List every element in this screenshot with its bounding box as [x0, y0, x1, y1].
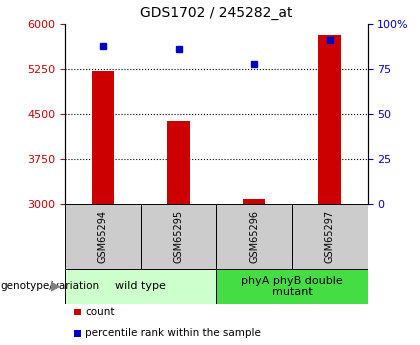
Text: GSM65297: GSM65297 — [325, 210, 335, 263]
Text: percentile rank within the sample: percentile rank within the sample — [85, 328, 261, 338]
Text: GSM65296: GSM65296 — [249, 210, 259, 263]
Text: phyA phyB double
mutant: phyA phyB double mutant — [241, 276, 343, 297]
Bar — [292, 204, 368, 269]
Bar — [216, 204, 292, 269]
Text: genotype/variation: genotype/variation — [0, 282, 99, 291]
Text: GSM65294: GSM65294 — [98, 210, 108, 263]
Bar — [92, 71, 114, 204]
Text: ▶: ▶ — [51, 280, 61, 293]
Bar — [65, 204, 141, 269]
Bar — [65, 269, 216, 304]
Bar — [318, 35, 341, 204]
Bar — [141, 204, 216, 269]
Title: GDS1702 / 245282_at: GDS1702 / 245282_at — [140, 6, 293, 20]
Text: wild type: wild type — [115, 282, 166, 291]
Text: GSM65295: GSM65295 — [173, 210, 184, 263]
Bar — [243, 199, 265, 204]
Text: count: count — [85, 307, 115, 317]
Bar — [216, 269, 368, 304]
Bar — [167, 121, 190, 204]
